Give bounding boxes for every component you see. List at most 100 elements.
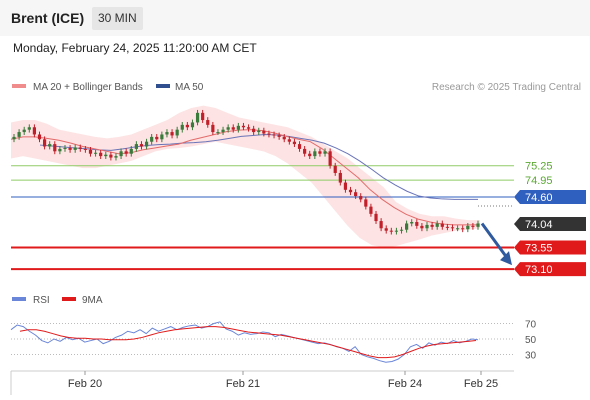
candle <box>185 121 189 131</box>
candle-body <box>53 144 57 152</box>
candle-body <box>129 148 133 154</box>
candle <box>48 141 52 150</box>
candle-body <box>303 148 307 154</box>
candle-body <box>308 153 312 157</box>
candle-body <box>405 223 409 230</box>
candle <box>384 225 388 234</box>
price-plot: 75.25 74.95 74.60 74.04 73.55 73.10 <box>10 105 586 277</box>
rsi-tick-label: 70 <box>525 320 537 331</box>
candle <box>195 109 200 126</box>
candle <box>323 148 327 157</box>
candle-body <box>144 141 149 147</box>
candle <box>435 220 439 230</box>
candle-body <box>328 151 332 166</box>
candle <box>170 129 174 139</box>
candle-body <box>384 228 388 231</box>
candle <box>124 148 128 157</box>
candle-body <box>399 229 404 231</box>
candle-body <box>185 124 189 128</box>
candle <box>461 225 465 233</box>
candle-body <box>63 147 67 149</box>
x-tick-label: Feb 21 <box>226 378 260 390</box>
candle-body <box>201 112 205 121</box>
candle-body <box>241 125 246 128</box>
candle <box>430 222 434 230</box>
candle <box>226 124 230 133</box>
instrument-title: Brent (ICE) <box>11 10 85 26</box>
candle <box>313 148 317 160</box>
candle <box>221 126 225 135</box>
candle <box>68 145 72 153</box>
candle <box>236 122 240 133</box>
candle <box>241 122 246 131</box>
candle <box>420 222 424 232</box>
candle <box>333 162 337 176</box>
ma20-legend-label: MA 20 + Bollinger Bands <box>33 82 143 93</box>
price-tag-label-4: 73.55 <box>525 243 553 255</box>
candle <box>364 196 368 210</box>
candle-body <box>267 133 271 135</box>
candle-body <box>22 129 26 133</box>
candle-body <box>272 134 276 136</box>
price-tag-label-5: 73.10 <box>525 264 553 276</box>
candle <box>338 170 342 186</box>
rsi-line <box>10 321 479 363</box>
candle <box>471 222 475 230</box>
candle <box>231 124 235 133</box>
candle <box>287 136 291 145</box>
candle-body <box>415 222 419 226</box>
candle-body <box>420 225 424 229</box>
candle <box>410 219 414 227</box>
candle-body <box>471 225 475 227</box>
candle-body <box>364 199 368 207</box>
candle <box>37 131 42 143</box>
candle-body <box>410 222 414 224</box>
candle-body <box>354 192 358 197</box>
candle <box>63 145 67 152</box>
rsi-ma-legend-swatch <box>62 297 76 301</box>
candle <box>32 124 36 138</box>
candle-body <box>12 136 16 140</box>
candle-body <box>124 151 128 154</box>
candle <box>155 134 159 143</box>
candle-body <box>430 224 434 227</box>
candle-body <box>180 124 184 130</box>
price-tag-5: 73.10 <box>514 262 586 277</box>
candle-body <box>461 228 465 230</box>
candle <box>379 218 383 232</box>
candle-body <box>318 151 322 154</box>
candle <box>109 151 113 161</box>
candle <box>282 134 286 143</box>
candle <box>134 141 138 152</box>
candle-body <box>262 130 266 134</box>
candle <box>206 117 210 128</box>
candle <box>318 148 322 157</box>
timeframe-badge[interactable]: 30 MIN <box>92 7 143 30</box>
candle <box>328 148 332 169</box>
level-label-0: 75.25 <box>525 161 553 173</box>
candle-body <box>246 127 251 129</box>
candle-body <box>150 136 154 142</box>
candle <box>308 150 312 160</box>
candle-body <box>104 154 108 157</box>
candle-body <box>165 132 169 135</box>
candle-body <box>27 127 31 130</box>
candle-body <box>343 182 348 190</box>
price-tag-label-3: 74.04 <box>525 219 553 231</box>
candle <box>201 109 205 123</box>
candle-body <box>119 151 123 157</box>
candle-body <box>369 206 373 214</box>
candle <box>267 130 271 138</box>
ma50-legend-label: MA 50 <box>175 82 204 93</box>
candle-body <box>226 127 230 130</box>
candle-body <box>109 154 113 158</box>
candle-body <box>48 144 52 147</box>
candle <box>389 227 393 235</box>
candle-body <box>282 136 286 140</box>
candle-body <box>190 122 195 128</box>
candle <box>190 119 195 131</box>
candle-body <box>359 196 363 200</box>
candle-body <box>134 144 138 149</box>
candle-body <box>338 172 342 183</box>
candle <box>129 146 133 157</box>
